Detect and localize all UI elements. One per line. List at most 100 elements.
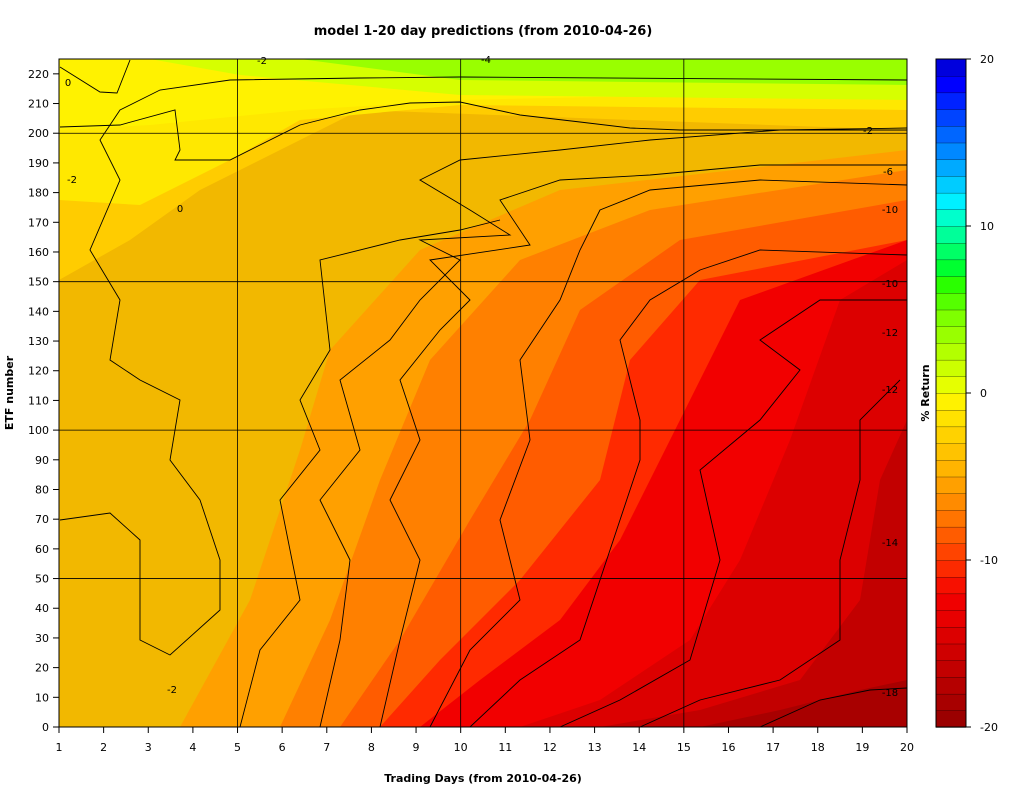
colorbar-swatch xyxy=(935,710,967,728)
contour-line xyxy=(59,101,907,161)
x-tick-label: 10 xyxy=(454,741,468,754)
colorbar-swatch xyxy=(935,58,967,77)
colorbar-swatch xyxy=(935,326,967,344)
colorbar-swatch xyxy=(935,660,967,678)
contour-line xyxy=(759,687,907,727)
y-axis-label: ETF number xyxy=(3,355,16,430)
color-band xyxy=(700,680,907,727)
contour-labels: 0 -2 0 -2 -2 -4 -2 -6 -10 -10 -12 -12 -14 -18 xyxy=(65,55,898,699)
colorbar-swatch xyxy=(935,259,967,277)
contour-line xyxy=(469,249,907,727)
contour-label: -2 xyxy=(167,685,177,696)
y-tick-label: 20 xyxy=(35,662,49,675)
colorbar-swatch xyxy=(935,526,967,544)
y-tick-label: 190 xyxy=(28,157,49,170)
y-tick-label: 100 xyxy=(28,424,49,437)
x-tick-label: 20 xyxy=(900,741,914,754)
x-tick-label: 4 xyxy=(189,741,196,754)
colorbar-swatch xyxy=(935,159,967,177)
color-band xyxy=(300,59,907,85)
grid-lines xyxy=(59,59,907,727)
x-tick-label: 6 xyxy=(279,741,286,754)
colorbar-swatch xyxy=(935,409,967,428)
y-tick-label: 130 xyxy=(28,335,49,348)
contour-label: -10 xyxy=(882,279,898,290)
contour-label: -14 xyxy=(882,538,898,549)
x-tick-label: 19 xyxy=(855,741,869,754)
x-tick-label: 12 xyxy=(543,741,557,754)
contour-label: -4 xyxy=(481,55,491,66)
color-band xyxy=(520,260,907,727)
colorbar-tick-label: -20 xyxy=(980,721,998,734)
x-tick-label: 9 xyxy=(413,741,420,754)
y-tick-label: 80 xyxy=(35,483,49,496)
colorbar-swatch xyxy=(935,359,967,377)
contour-label: 0 xyxy=(65,78,71,89)
colorbar-swatch xyxy=(935,576,967,595)
x-tick-label: 1 xyxy=(56,741,63,754)
colorbar-swatch xyxy=(935,175,967,194)
contour-label: -12 xyxy=(882,328,898,339)
y-tick-label: 180 xyxy=(28,187,49,200)
colorbar-swatch xyxy=(935,693,967,711)
colorbar-swatch xyxy=(935,459,967,478)
y-tick-label: 90 xyxy=(35,454,49,467)
color-band xyxy=(600,420,907,727)
colorbar-swatch xyxy=(935,225,967,244)
contour-label: -2 xyxy=(67,175,77,186)
contour-label: -12 xyxy=(882,385,898,396)
y-tick-label: 160 xyxy=(28,246,49,259)
colorbar-tick-label: 20 xyxy=(980,53,994,66)
x-tick-label: 7 xyxy=(323,741,330,754)
colorbar-swatch xyxy=(935,559,967,578)
x-tick-label: 8 xyxy=(368,741,375,754)
colorbar-swatch xyxy=(935,392,967,411)
y-tick-label: 120 xyxy=(28,365,49,378)
colorbar-swatch xyxy=(935,292,967,311)
contour-line xyxy=(429,179,907,727)
chart-title: model 1-20 day predictions (from 2010-04… xyxy=(314,24,653,39)
plot-area xyxy=(59,59,907,727)
y-tick-label: 140 xyxy=(28,305,49,318)
contour-label: 0 xyxy=(177,204,183,215)
y-tick-label: 60 xyxy=(35,543,49,556)
colorbar-swatch xyxy=(935,643,967,661)
x-tick-label: 13 xyxy=(588,741,602,754)
colorbar-swatch xyxy=(935,476,967,494)
colorbar: -20 -10 0 10 20 xyxy=(935,53,998,734)
colorbar-label: % Return xyxy=(919,364,932,421)
contour-line xyxy=(559,299,907,727)
contour-line xyxy=(379,164,907,727)
colorbar-swatch xyxy=(935,426,967,444)
contour-line xyxy=(59,76,907,656)
colorbar-swatch xyxy=(935,92,967,110)
colorbar-swatch xyxy=(935,309,967,327)
x-axis: 1 2 3 4 5 6 7 8 9 10 11 12 13 14 15 16 17 18 19 20 xyxy=(56,727,914,754)
colorbar-swatch xyxy=(935,543,967,561)
plot-frame xyxy=(58,58,908,728)
y-axis: 0 10 20 30 40 50 60 70 80 90 100 110 120 130 140 150 160… xyxy=(28,68,59,734)
contour-label: -6 xyxy=(883,167,893,178)
colorbar-swatch xyxy=(935,75,967,94)
colorbar-swatch xyxy=(935,209,967,227)
y-tick-label: 40 xyxy=(35,602,49,615)
colorbar-swatch xyxy=(935,142,967,160)
colorbar-swatch xyxy=(935,442,967,461)
contour-label: -2 xyxy=(257,56,267,67)
colorbar-swatch xyxy=(935,593,967,611)
y-tick-label: 170 xyxy=(28,216,49,229)
x-tick-label: 14 xyxy=(632,741,646,754)
contour-line xyxy=(319,127,907,727)
x-tick-label: 2 xyxy=(100,741,107,754)
contour-line xyxy=(59,59,131,94)
colorbar-swatch xyxy=(935,242,967,261)
colorbar-tick-label: 0 xyxy=(980,387,987,400)
x-tick-label: 15 xyxy=(677,741,691,754)
colorbar-swatch xyxy=(935,609,967,628)
colorbar-swatch xyxy=(935,125,967,144)
contour-label: -18 xyxy=(882,688,898,699)
y-tick-label: 150 xyxy=(28,276,49,289)
contour-label: -2 xyxy=(863,126,873,137)
colorbar-tick-label: 10 xyxy=(980,220,994,233)
